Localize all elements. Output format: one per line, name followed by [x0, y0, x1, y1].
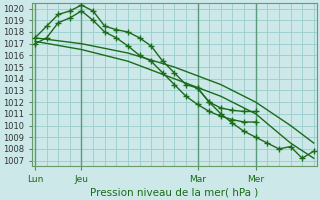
X-axis label: Pression niveau de la mer( hPa ): Pression niveau de la mer( hPa )	[90, 187, 259, 197]
